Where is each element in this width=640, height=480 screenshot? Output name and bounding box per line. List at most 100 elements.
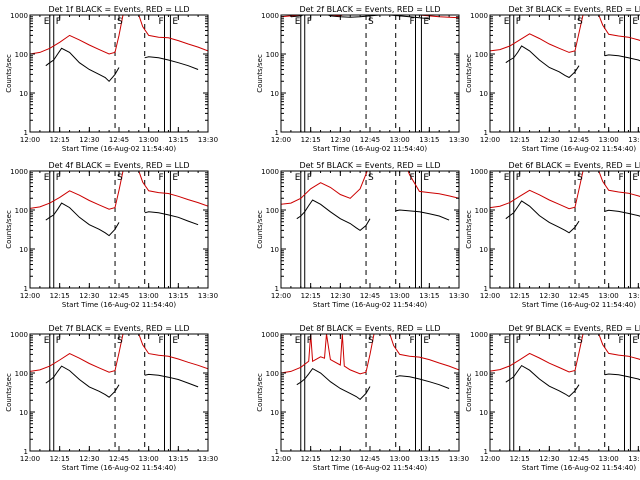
panel-title: Det 8f BLACK = Events, RED = LLD: [299, 324, 440, 333]
region-label: S: [117, 173, 123, 183]
plot-frame: [280, 333, 460, 452]
region-label: E: [423, 173, 429, 183]
x-tick-label: 12:30: [79, 292, 99, 300]
x-tick-label: 12:00: [20, 136, 40, 144]
y-axis-label: Counts/sec: [465, 54, 473, 93]
x-axis-label: Start Time (16-Aug-02 11:54:40): [313, 301, 427, 309]
region-label: F: [56, 17, 61, 27]
panel-title: Det 7f BLACK = Events, RED = LLD: [48, 324, 189, 333]
x-tick-label: 12:45: [109, 455, 129, 463]
series-lld-line: [281, 15, 459, 19]
x-tick-label: 12:45: [569, 292, 589, 300]
x-tick-label: 12:45: [360, 455, 380, 463]
region-label: F: [618, 17, 623, 27]
plot-frame: [29, 14, 209, 133]
y-tick-label: 100: [266, 207, 279, 215]
y-tick-label: 10: [479, 409, 488, 417]
x-tick-label: 13:15: [419, 136, 439, 144]
x-tick-label: 13:00: [390, 455, 410, 463]
x-tick-label: 12:00: [20, 455, 40, 463]
region-label: E: [44, 336, 50, 346]
region-label: F: [618, 173, 623, 183]
y-tick-label: 1000: [470, 331, 488, 339]
x-tick-label: 12:45: [569, 136, 589, 144]
region-label: F: [307, 17, 312, 27]
y-tick-label: 1000: [10, 12, 28, 20]
region-label: S: [368, 173, 374, 183]
x-tick-label: 12:30: [539, 136, 559, 144]
series-events-line: [604, 373, 640, 381]
series-lld-line: [598, 15, 640, 41]
plot-frame: [489, 14, 640, 133]
x-tick-label: 12:15: [510, 455, 530, 463]
x-tick-label: 13:30: [198, 455, 218, 463]
panel-title: Det 4f BLACK = Events, RED = LLD: [48, 161, 189, 170]
plot-area: [281, 171, 459, 288]
x-axis-label: Start Time (16-Aug-02 11:54:40): [313, 145, 427, 153]
series-lld-line: [281, 334, 375, 375]
series-events-line: [144, 211, 199, 226]
series-lld-line: [598, 171, 640, 197]
x-tick-label: 13:15: [628, 455, 640, 463]
y-axis-label: Counts/sec: [256, 54, 264, 93]
region-label: F: [307, 336, 312, 346]
series-events-line: [505, 200, 580, 234]
x-tick-label: 13:15: [168, 292, 188, 300]
series-events-line: [144, 56, 199, 70]
plot-frame: [489, 333, 640, 452]
x-tick-label: 12:15: [301, 455, 321, 463]
x-tick-label: 13:30: [449, 136, 469, 144]
y-tick-label: 1: [24, 448, 28, 456]
plot-area: [490, 171, 640, 288]
x-axis-label: Start Time (16-Aug-02 11:54:40): [522, 464, 636, 472]
x-tick-label: 13:30: [449, 455, 469, 463]
series-lld-line: [281, 171, 459, 205]
x-tick-label: 12:00: [480, 455, 500, 463]
region-label: E: [423, 17, 429, 27]
series-events-line: [395, 375, 450, 389]
x-tick-label: 13:00: [599, 136, 619, 144]
region-label: E: [295, 17, 301, 27]
series-events-line: [296, 199, 371, 232]
y-tick-label: 1: [484, 129, 488, 137]
x-tick-label: 12:00: [271, 292, 291, 300]
series-lld-line: [490, 334, 584, 373]
y-tick-label: 10: [19, 90, 28, 98]
y-tick-label: 10: [270, 409, 279, 417]
x-tick-label: 13:15: [419, 292, 439, 300]
plot-frame: [280, 14, 460, 133]
region-label: F: [516, 336, 521, 346]
y-tick-label: 1000: [261, 331, 279, 339]
x-tick-label: 13:15: [168, 455, 188, 463]
y-axis-label: Counts/sec: [465, 373, 473, 412]
y-tick-label: 1000: [261, 168, 279, 176]
y-tick-label: 1000: [10, 331, 28, 339]
y-tick-label: 10: [19, 246, 28, 254]
x-tick-label: 12:15: [50, 292, 70, 300]
x-tick-label: 13:15: [628, 136, 640, 144]
x-tick-label: 12:45: [360, 292, 380, 300]
y-tick-label: 10: [19, 409, 28, 417]
region-label: S: [117, 336, 123, 346]
panel-title: Det 1f BLACK = Events, RED = LLD: [48, 5, 189, 14]
y-tick-label: 1: [275, 448, 279, 456]
region-label: F: [409, 336, 414, 346]
panel-title: Det 5f BLACK = Events, RED = LLD: [299, 161, 440, 170]
x-tick-label: 12:00: [271, 136, 291, 144]
y-tick-label: 1: [484, 448, 488, 456]
y-tick-label: 1: [484, 285, 488, 293]
region-label: E: [172, 17, 178, 27]
y-axis-label: Counts/sec: [5, 210, 13, 249]
region-label: F: [158, 173, 163, 183]
panel-title: Det 6f BLACK = Events, RED = LLD: [508, 161, 640, 170]
plot-frame: [489, 170, 640, 289]
plot-area: [490, 15, 640, 132]
series-events-line: [290, 15, 430, 20]
series-events-line: [604, 209, 640, 217]
x-tick-label: 13:00: [390, 136, 410, 144]
series-lld-line: [30, 171, 124, 210]
y-tick-label: 100: [15, 207, 28, 215]
